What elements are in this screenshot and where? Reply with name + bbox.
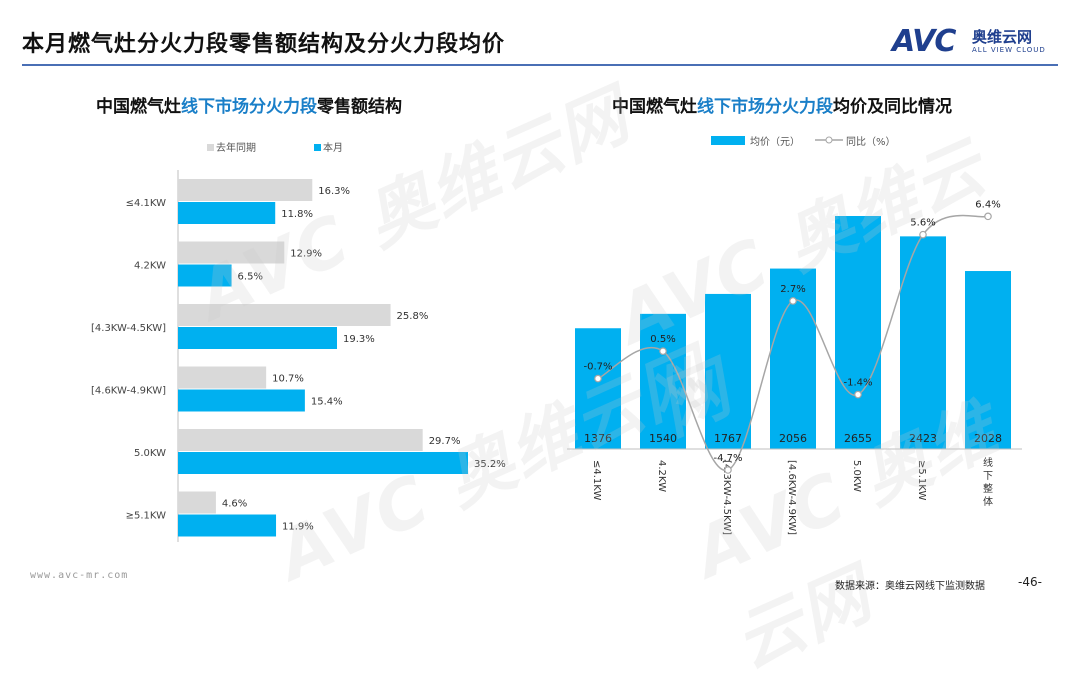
data-label-yoy: -4.7%	[713, 453, 742, 464]
bar-average-price	[640, 313, 686, 449]
data-label-last-year: 12.9%	[290, 249, 322, 260]
data-label-last-year: 4.6%	[222, 499, 247, 510]
yoy-point	[659, 347, 667, 355]
bar-current	[178, 452, 468, 474]
category-label: ≤4.1KW	[591, 460, 602, 500]
data-label-current: 15.4%	[311, 397, 343, 408]
bar-last-year	[178, 179, 313, 201]
yoy-point	[854, 390, 862, 399]
right-title-part3: 均价及同比情况	[833, 97, 952, 117]
logo-chinese-name: 奥维云网	[972, 28, 1033, 46]
right-title-part2: 线下市场分火力段	[697, 97, 833, 117]
category-label: ≤4.1KW	[126, 198, 166, 209]
data-label-price: 2056	[779, 432, 807, 445]
right-combo-chart: 均价（元） 同比（%） 1376 ≤4.1KW 1540 4.2KW 1767 [4.3KW-…	[567, 136, 1022, 535]
category-label: [4.6KW-4.9KW]	[786, 460, 797, 535]
category-label: 5.0KW	[851, 460, 862, 492]
legend-label-current: 本月	[323, 141, 343, 154]
title-rule	[22, 64, 1058, 66]
bar-last-year	[178, 429, 423, 451]
bar-last-year	[178, 491, 216, 514]
category-label-char: 体	[983, 496, 993, 508]
left-title-part2: 线下市场分火力段	[181, 97, 317, 117]
bar-average-price	[575, 328, 621, 449]
data-label-current: 19.3%	[343, 334, 375, 345]
category-label: [4.6KW-4.9KW]	[91, 386, 166, 397]
data-label-yoy: 2.7%	[780, 284, 805, 295]
data-label-price: 2423	[909, 432, 937, 445]
data-label-current: 11.9%	[282, 522, 314, 533]
bar-average-price	[705, 293, 751, 449]
bar-last-year	[178, 366, 267, 389]
category-label: ≥5.1KW	[916, 460, 927, 500]
data-label-price: 1376	[584, 432, 612, 445]
bar-current	[178, 264, 232, 287]
legend-label-yoy: 同比（%）	[846, 136, 896, 148]
category-label-char: 下	[983, 471, 993, 482]
left-title-part1: 中国燃气灶	[96, 97, 181, 117]
legend-label-last-year: 去年同期	[216, 141, 256, 154]
category-label-char: 线	[983, 456, 993, 469]
logo-mark: AVC	[892, 24, 956, 59]
logo-english-name: ALL VIEW CLOUD	[972, 46, 1046, 54]
data-label-last-year: 16.3%	[318, 186, 350, 197]
bar-current	[178, 514, 277, 537]
data-label-yoy: -1.4%	[843, 378, 872, 389]
page-title: 本月燃气灶分火力段零售额结构及分火力段均价	[22, 32, 506, 57]
data-label-current: 6.5%	[238, 272, 263, 283]
footer-source: 数据来源：奥维云网线下监测数据	[835, 581, 985, 592]
category-label: 5.0KW	[134, 448, 166, 459]
bar-average-price	[835, 216, 881, 449]
category-label: 线下整体	[983, 456, 993, 508]
bar-current	[178, 202, 276, 224]
bar-current	[178, 327, 338, 349]
category-label: 4.2KW	[134, 261, 166, 272]
data-label-last-year: 29.7%	[429, 436, 461, 447]
category-label: ≥5.1KW	[126, 511, 166, 522]
left-bar-chart: 去年同期 本月 16.3% 11.8% ≤4.1KW 12.9% 6.5% 4.2KW 25.8…	[91, 141, 506, 542]
bar-average-price	[900, 236, 946, 449]
data-label-price: 2655	[844, 432, 872, 445]
data-label-current: 11.8%	[281, 209, 313, 220]
yoy-point	[724, 466, 732, 474]
data-label-yoy: -0.7%	[583, 362, 612, 373]
legend-label-price: 均价（元）	[750, 136, 800, 148]
bar-average-price	[965, 271, 1011, 449]
data-label-price: 1540	[649, 432, 677, 445]
left-chart-title: 中国燃气灶线下市场分火力段零售额结构	[96, 92, 402, 117]
legend-swatch-current	[314, 144, 321, 151]
category-label: [4.3KW-4.5KW]	[721, 460, 732, 535]
data-label-yoy: 0.5%	[650, 334, 675, 345]
right-chart-title: 中国燃气灶线下市场分火力段均价及同比情况	[612, 92, 952, 117]
yoy-point	[594, 374, 602, 383]
left-title-part3: 零售额结构	[317, 97, 402, 117]
footer-website: www.avc-mr.com	[30, 570, 129, 581]
data-label-yoy: 5.6%	[910, 218, 935, 229]
bar-current	[178, 389, 305, 412]
data-label-price: 2028	[974, 432, 1002, 445]
data-label-yoy: 6.4%	[975, 199, 1000, 210]
legend-swatch-price	[711, 136, 745, 145]
right-title-part1: 中国燃气灶	[612, 97, 697, 117]
yoy-point	[789, 297, 797, 305]
category-label-char: 整	[983, 482, 993, 495]
legend-marker-yoy	[825, 136, 833, 144]
yoy-point	[984, 212, 992, 221]
legend-swatch-last-year	[207, 144, 214, 151]
bar-last-year	[178, 241, 285, 264]
yoy-point	[919, 230, 927, 239]
page-number: -46-	[1018, 575, 1042, 589]
bar-last-year	[178, 304, 391, 326]
data-label-last-year: 10.7%	[272, 374, 304, 385]
bar-average-price	[770, 268, 816, 449]
category-label: 4.2KW	[656, 460, 667, 492]
data-label-current: 35.2%	[474, 459, 506, 470]
category-label: [4.3KW-4.5KW]	[91, 323, 166, 334]
data-label-price: 1767	[714, 432, 742, 445]
data-label-last-year: 25.8%	[397, 311, 429, 322]
avc-logo: AVC 奥维云网 ALL VIEW CLOUD	[892, 24, 1062, 60]
